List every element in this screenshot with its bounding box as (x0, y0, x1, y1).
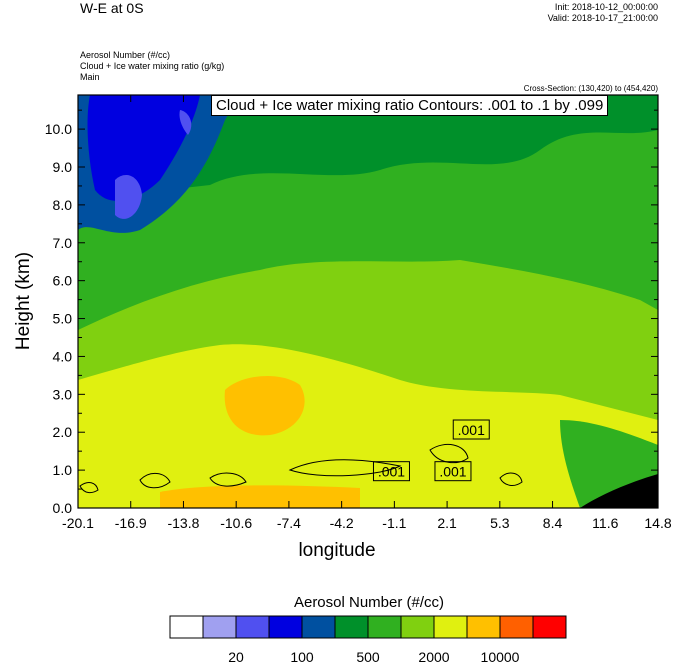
x-tick-label: -10.6 (220, 515, 252, 531)
x-tick-label: -20.1 (62, 515, 94, 531)
plot-axes: 0.0 1.0 2.0 3.0 4.0 5.0 6.0 7.0 8.0 9.0 10.0 -20.1 -… (45, 94, 672, 531)
init-time: Init: 2018-10-12_00:00:00 (554, 2, 658, 12)
y-tick-label: 7.0 (53, 235, 73, 251)
x-tick-label: 11.6 (592, 515, 618, 531)
y-tick-label: 0.0 (53, 500, 73, 516)
colorbar-swatch (400, 615, 435, 639)
contour-label-box (372, 461, 410, 482)
colorbar: 20 100 500 2000 10000 (169, 615, 567, 665)
valid-time: Valid: 2018-10-17_21:00:00 (547, 13, 658, 23)
contour-label-box (452, 419, 490, 440)
contour-value-label: .001 (439, 464, 466, 480)
y-tick-label: 10.0 (45, 121, 72, 137)
x-tick-label: 14.8 (644, 515, 671, 531)
x-tick-label: -7.4 (277, 515, 301, 531)
x-axis-label: longitude (298, 540, 376, 561)
colorbar-tick-label: 20 (228, 649, 244, 665)
colorbar-swatch (235, 615, 270, 639)
contour-legend-label: Cloud + Ice water mixing ratio Contours:… (211, 95, 609, 116)
colorbar-tick-label: 100 (290, 649, 314, 665)
field-label-aerosol: Aerosol Number (#/cc) (80, 50, 171, 60)
colorbar-swatch (301, 615, 336, 639)
y-tick-label: 3.0 (53, 386, 73, 402)
x-tick-label: -13.8 (167, 515, 199, 531)
contour-label-box (434, 461, 472, 482)
colorbar-swatch (202, 615, 237, 639)
x-tick-label: -4.2 (330, 515, 354, 531)
colorbar-swatch (499, 615, 534, 639)
colorbar-swatch (466, 615, 501, 639)
field-label-main: Main (80, 72, 100, 82)
y-tick-label: 6.0 (53, 273, 73, 289)
x-tick-label: 8.4 (543, 515, 563, 531)
cloud-ice-contours (79, 443, 523, 494)
colorbar-tick-label: 500 (356, 649, 380, 665)
y-tick-label: 5.0 (53, 311, 73, 327)
field-label-cloud-ice: Cloud + Ice water mixing ratio (g/kg) (80, 61, 225, 71)
chart-title: W-E at 0S (80, 0, 144, 16)
colorbar-swatch (268, 615, 303, 639)
colorbar-title: Aerosol Number (#/cc) (293, 594, 445, 611)
colorbar-swatch (334, 615, 369, 639)
colorbar-tick-label: 10000 (481, 649, 520, 665)
x-tick-label: -16.9 (115, 515, 147, 531)
colorbar-swatch (433, 615, 468, 639)
y-tick-label: 2.0 (53, 424, 73, 440)
y-tick-label: 9.0 (53, 159, 73, 175)
contour-value-label: .001 (378, 464, 405, 480)
colorbar-swatch (169, 615, 204, 639)
y-axis-label: Height (km) (13, 251, 34, 351)
y-tick-label: 4.0 (53, 348, 73, 364)
y-tick-label: 8.0 (53, 197, 73, 213)
colorbar-swatch (367, 615, 402, 639)
aerosol-field (78, 95, 658, 508)
y-tick-label: 1.0 (53, 462, 73, 478)
contour-value-labels: .001 .001 .001 (372, 419, 490, 482)
cross-section-label: Cross-Section: (130,420) to (454,420) (523, 84, 658, 93)
x-tick-label: 2.1 (437, 515, 457, 531)
x-tick-label: -1.1 (382, 515, 406, 531)
colorbar-swatch (532, 615, 567, 639)
x-tick-label: 5.3 (490, 515, 510, 531)
contour-value-label: .001 (458, 422, 485, 438)
colorbar-tick-label: 2000 (418, 649, 449, 665)
